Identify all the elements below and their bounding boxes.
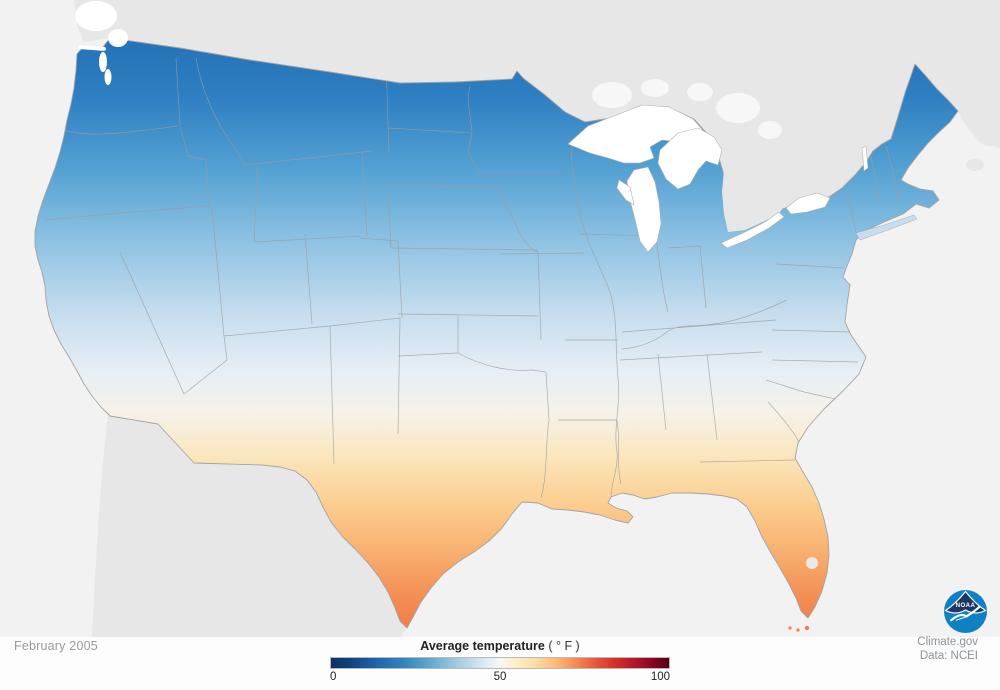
pacific-northwest-water bbox=[75, 1, 128, 85]
noaa-logo: NOAA bbox=[944, 590, 987, 633]
green-bay bbox=[616, 179, 635, 206]
maritime-canada bbox=[965, 16, 1000, 171]
noaa-logo-circle bbox=[944, 590, 987, 633]
lake-erie bbox=[720, 211, 785, 249]
canadian-lakes bbox=[592, 79, 782, 139]
credit-site: Climate.gov bbox=[917, 636, 978, 648]
ontario-peninsula bbox=[722, 152, 785, 232]
lake-champlain bbox=[861, 145, 869, 172]
footer-band bbox=[0, 637, 1000, 690]
great-lakes bbox=[567, 104, 869, 253]
lake-ontario bbox=[785, 192, 831, 215]
noaa-logo-text: NOAA bbox=[956, 602, 976, 609]
mexico-landmass bbox=[92, 415, 407, 637]
state-borders bbox=[45, 57, 899, 505]
map-date-label: February 2005 bbox=[14, 639, 98, 653]
florida-details bbox=[788, 557, 818, 632]
lake-okeechobee bbox=[806, 557, 818, 569]
long-island bbox=[855, 214, 918, 241]
credit-data-source: Data: NCEI bbox=[919, 649, 978, 662]
credits: Climate.gov Data: NCEI bbox=[917, 636, 978, 663]
noaa-logo-gull-wing bbox=[955, 615, 968, 621]
lake-huron bbox=[657, 127, 723, 190]
